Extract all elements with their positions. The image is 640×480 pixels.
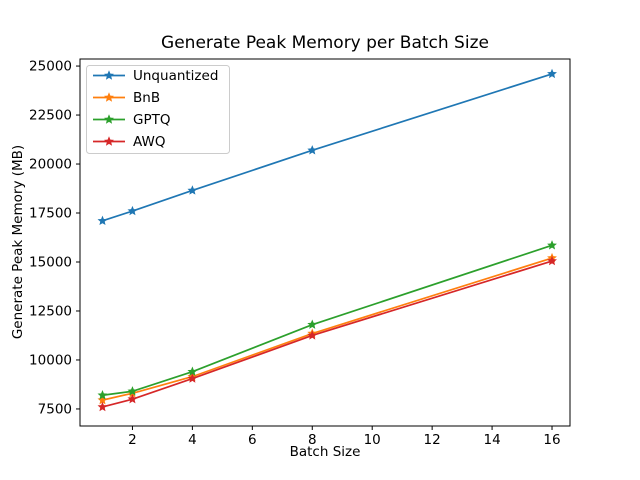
x-tick-label: 16 [543, 432, 560, 448]
series-awq [97, 255, 557, 412]
legend-item-unquantized: Unquantized [93, 68, 218, 84]
series-line [102, 260, 553, 408]
chart-title: Generate Peak Memory per Batch Size [161, 33, 489, 53]
data-point-marker [307, 145, 318, 155]
data-point-marker [97, 401, 108, 412]
legend-marker [104, 92, 114, 102]
data-point-marker [547, 68, 557, 79]
data-point-marker [97, 215, 108, 226]
x-tick-label: 12 [424, 432, 441, 448]
y-axis-label: Generate Peak Memory (MB) [10, 145, 26, 339]
y-tick-label: 22500 [29, 108, 72, 124]
legend-marker [104, 70, 114, 80]
data-point-marker [547, 255, 557, 266]
x-tick-label: 8 [308, 432, 317, 448]
data-point-marker [97, 390, 108, 400]
series-unquantized [97, 68, 557, 226]
legend-item-gptq: GPTQ [93, 112, 170, 128]
x-tick-label: 6 [248, 432, 257, 448]
data-point-marker [127, 386, 138, 396]
legend-marker [104, 114, 114, 124]
x-tick-label: 2 [128, 432, 137, 448]
x-axis-ticks: 2 4 6 8 10 12 14 16 [128, 426, 561, 448]
data-point-marker [307, 319, 318, 329]
legend-item-bnb: BnB [93, 90, 160, 106]
y-tick-label: 7500 [38, 401, 72, 417]
legend-marker [104, 136, 114, 146]
legend-label: AWQ [133, 134, 165, 150]
y-tick-label: 15000 [29, 254, 72, 270]
legend-box [86, 65, 230, 154]
data-point-marker [187, 185, 198, 195]
x-tick-label: 10 [364, 432, 381, 448]
data-point-marker [547, 240, 557, 250]
data-point-marker [307, 330, 318, 340]
legend: Unquantized BnB GPTQ AWQ [86, 65, 230, 154]
legend-item-awq: AWQ [93, 134, 165, 150]
legend-label: BnB [133, 90, 160, 106]
x-tick-label: 14 [483, 432, 500, 448]
y-tick-label: 17500 [29, 206, 72, 222]
plot-frame [79, 58, 571, 427]
y-tick-label: 12500 [29, 303, 72, 319]
x-axis-label: Batch Size [290, 444, 361, 460]
y-tick-label: 25000 [29, 59, 72, 75]
data-point-marker [97, 394, 108, 405]
data-point-marker [127, 393, 138, 404]
y-tick-label: 20000 [29, 157, 72, 173]
y-axis-ticks: 7500 10000 12500 15000 17500 20000 22500 25000 [29, 59, 80, 417]
y-tick-label: 10000 [29, 352, 72, 368]
data-point-marker [127, 205, 138, 216]
series-bnb [97, 252, 557, 405]
x-tick-label: 4 [188, 432, 197, 448]
data-point-marker [187, 366, 198, 376]
series-gptq [97, 240, 557, 400]
series-line [102, 244, 553, 397]
legend-label: Unquantized [133, 68, 218, 84]
data-point-marker [187, 373, 198, 383]
legend-label: GPTQ [133, 112, 170, 128]
